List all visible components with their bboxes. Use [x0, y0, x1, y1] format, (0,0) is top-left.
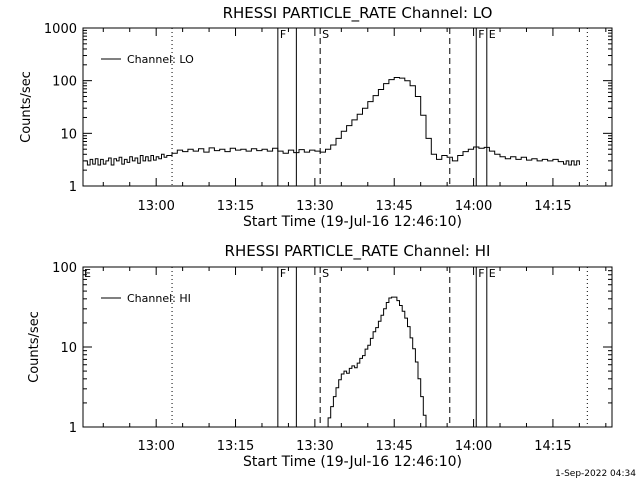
- panel2-corner-label: E: [84, 267, 91, 280]
- panel1-y-tick-label: 1000: [44, 22, 77, 37]
- panel2-marker-label: F: [478, 267, 484, 280]
- panel1-marker-label: S: [322, 28, 329, 41]
- panel1-y-tick-label: 10: [60, 127, 77, 142]
- panel1-y-tick-label: 100: [52, 75, 77, 90]
- panel1-x-tick-label: 14:15: [534, 199, 571, 214]
- panel2-x-tick-label: 13:00: [137, 439, 174, 454]
- panel1-y-axis-label: Counts/sec: [19, 71, 34, 143]
- panel1-x-tick-label: 13:00: [137, 199, 174, 214]
- panel1-legend-label: Channel: LO: [127, 53, 194, 66]
- panel1-x-axis-label: Start Time (19-Jul-16 12:46:10): [243, 214, 462, 230]
- panel1-y-tick-label: 1: [69, 180, 77, 195]
- panel2-y-tick-label: 100: [52, 261, 77, 276]
- panel2-chart-title: RHESSI PARTICLE_RATE Channel: HI: [225, 242, 491, 261]
- panel2-axes-frame: [82, 266, 613, 428]
- panel2-series-line: [325, 296, 427, 428]
- panel2-x-axis-label: Start Time (19-Jul-16 12:46:10): [243, 454, 462, 470]
- panel2-marker-label: F: [280, 267, 286, 280]
- panel2-x-tick-label: 13:30: [296, 439, 333, 454]
- panel1-x-tick-label: 14:00: [455, 199, 492, 214]
- panel1-x-tick-label: 13:45: [375, 199, 412, 214]
- panel1-marker-label: F: [280, 28, 286, 41]
- panel1-x-tick-label: 13:30: [296, 199, 333, 214]
- panel1-x-tick-label: 13:15: [217, 199, 254, 214]
- panel1-marker-label: E: [489, 28, 496, 41]
- panel1-chart-title: RHESSI PARTICLE_RATE Channel: LO: [223, 4, 493, 23]
- panel2-legend-label: Channel: HI: [127, 292, 191, 305]
- panel1-axes-frame: [82, 27, 613, 187]
- panel2-x-tick-label: 13:15: [217, 439, 254, 454]
- panel2-x-tick-label: 13:45: [375, 439, 412, 454]
- panel2-y-axis-label: Counts/sec: [27, 311, 42, 383]
- panel2-marker-label: S: [322, 267, 329, 280]
- footer-timestamp: 1-Sep-2022 04:34: [555, 469, 636, 479]
- panel2-x-tick-label: 14:15: [534, 439, 571, 454]
- panel2-x-tick-label: 14:00: [455, 439, 492, 454]
- panel1-series-line: [84, 77, 580, 166]
- panel2-y-tick-label: 1: [69, 421, 77, 436]
- panel2-y-tick-label: 10: [60, 341, 77, 356]
- panel1-marker-label: F: [478, 28, 484, 41]
- panel2-marker-label: E: [489, 267, 496, 280]
